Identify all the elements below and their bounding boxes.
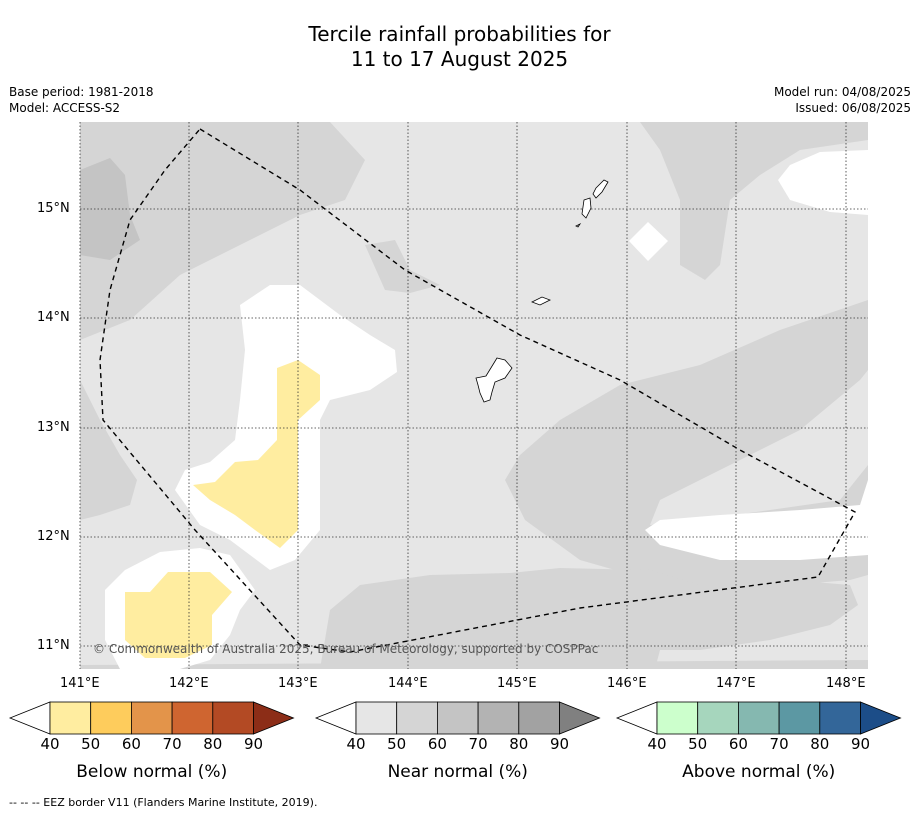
lat-label-11n: 11°N: [37, 638, 70, 653]
lat-label-14n: 14°N: [37, 310, 70, 325]
lon-label-144e: 144°E: [388, 676, 428, 691]
colorbar-right-arrow: [860, 701, 902, 735]
colorbar-near-normal: [314, 701, 601, 735]
colorbar-segment: [656, 701, 699, 735]
colorbar-left-arrow: [8, 701, 51, 735]
map-fill-layer: [80, 122, 868, 669]
colorbar-tick-label: 70: [468, 735, 488, 753]
colorbar-segment: [212, 701, 254, 735]
island-aguijan: [575, 222, 582, 228]
colorbar-above-normal: [615, 701, 902, 735]
near-normal-50-region-west: [80, 380, 137, 520]
copyright-notice: © Commonwealth of Australia 2025, Bureau…: [93, 642, 599, 656]
colorbar-tick-label: 80: [203, 735, 223, 753]
lon-label-142e: 142°E: [169, 676, 209, 691]
islands: [475, 179, 609, 403]
colorbar-title: Above normal (%): [682, 762, 836, 782]
near-normal-50-strip-south: [80, 660, 868, 669]
lon-label-141e: 141°E: [60, 676, 100, 691]
island-rota: [531, 296, 551, 306]
lat-label-13n: 13°N: [37, 420, 70, 435]
lon-label-148e: 148°E: [826, 676, 866, 691]
colorbar-segment: [171, 701, 214, 735]
colorbar-tick-label: 50: [81, 735, 101, 753]
eez-border: [99, 128, 856, 653]
colorbar-tick-label: 70: [162, 735, 182, 753]
issued-date: Issued: 06/08/2025: [795, 101, 911, 115]
lon-label-146e: 146°E: [607, 676, 647, 691]
colorbar-tick-label: 40: [647, 735, 667, 753]
lat-label-15n: 15°N: [37, 201, 70, 216]
colorbar-tick-label: 60: [427, 735, 447, 753]
near-normal-50-region-north: [640, 122, 868, 280]
colorbar-tick-label: 50: [387, 735, 407, 753]
colorbar-title: Near normal (%): [387, 762, 528, 782]
near-normal-50-region-small: [365, 240, 440, 293]
lon-label-145e: 145°E: [497, 676, 537, 691]
colorbar-tick-label: 50: [688, 735, 708, 753]
lon-label-143e: 143°E: [278, 676, 318, 691]
colorbar-segment: [738, 701, 780, 735]
base-period: Base period: 1981-2018: [9, 85, 154, 99]
below-normal-50-region-south: [125, 572, 232, 658]
colorbar-tick-label: 90: [549, 735, 570, 753]
colorbar-tick-label: 80: [509, 735, 529, 753]
near-normal-60-region-northwest: [80, 158, 140, 260]
colorbar-left-arrow: [615, 701, 658, 735]
lat-label-12n: 12°N: [37, 529, 70, 544]
colorbar-tick-label: 80: [810, 735, 830, 753]
colorbar-tick-label: 40: [346, 735, 366, 753]
gridlines: [79, 122, 868, 669]
colorbar-tick-label: 90: [850, 735, 871, 753]
colorbar-tick-label: 60: [728, 735, 748, 753]
colorbar-segment: [819, 701, 861, 735]
meta-left: Base period: 1981-2018 Model: ACCESS-S2: [9, 84, 154, 116]
near-normal-50-region-northwest: [80, 122, 365, 340]
colorbar-segment: [778, 701, 821, 735]
colorbar-segment: [49, 701, 92, 735]
colorbar-tick-label: 70: [769, 735, 789, 753]
below-normal-40-diamond: [629, 222, 668, 261]
near-normal-50-region-south: [320, 568, 858, 669]
colorbar-left-arrow: [314, 701, 357, 735]
colorbar-segment: [436, 701, 479, 735]
model-run: Model run: 04/08/2025: [773, 85, 911, 99]
colorbar-segment: [130, 701, 173, 735]
island-tinian: [581, 197, 592, 219]
colorbar-below-normal: [8, 701, 295, 735]
colorbar-right-arrow: [253, 701, 295, 735]
colorbar-title: Below normal (%): [76, 762, 228, 782]
lon-label-147e: 147°E: [716, 676, 756, 691]
colorbar-segment: [90, 701, 132, 735]
island-saipan: [592, 179, 609, 199]
colorbar-tick-label: 40: [40, 735, 60, 753]
colorbar-tick-label: 90: [243, 735, 264, 753]
colorbar-segment: [355, 701, 398, 735]
map-title: Tercile rainfall probabilities for 11 to…: [0, 22, 919, 72]
colorbar-segment: [518, 701, 560, 735]
below-normal-40-region-east: [645, 480, 868, 560]
title-line-2: 11 to 17 August 2025: [350, 47, 569, 71]
below-normal-40-region-northeast: [778, 150, 868, 215]
below-normal-50-region-central: [193, 360, 320, 548]
meta-right: Model run: 04/08/2025 Issued: 06/08/2025: [774, 84, 911, 116]
title-line-1: Tercile rainfall probabilities for: [308, 22, 611, 46]
colorbar-segment: [697, 701, 739, 735]
colorbar-tick-label: 60: [121, 735, 141, 753]
colorbar-segment: [477, 701, 520, 735]
colorbar-segment: [396, 701, 438, 735]
model-name: Model: ACCESS-S2: [9, 101, 121, 115]
colorbar-right-arrow: [559, 701, 601, 735]
island-guam: [475, 357, 513, 403]
footer-eez-note: -- -- -- EEZ border V11 (Flanders Marine…: [9, 796, 318, 809]
